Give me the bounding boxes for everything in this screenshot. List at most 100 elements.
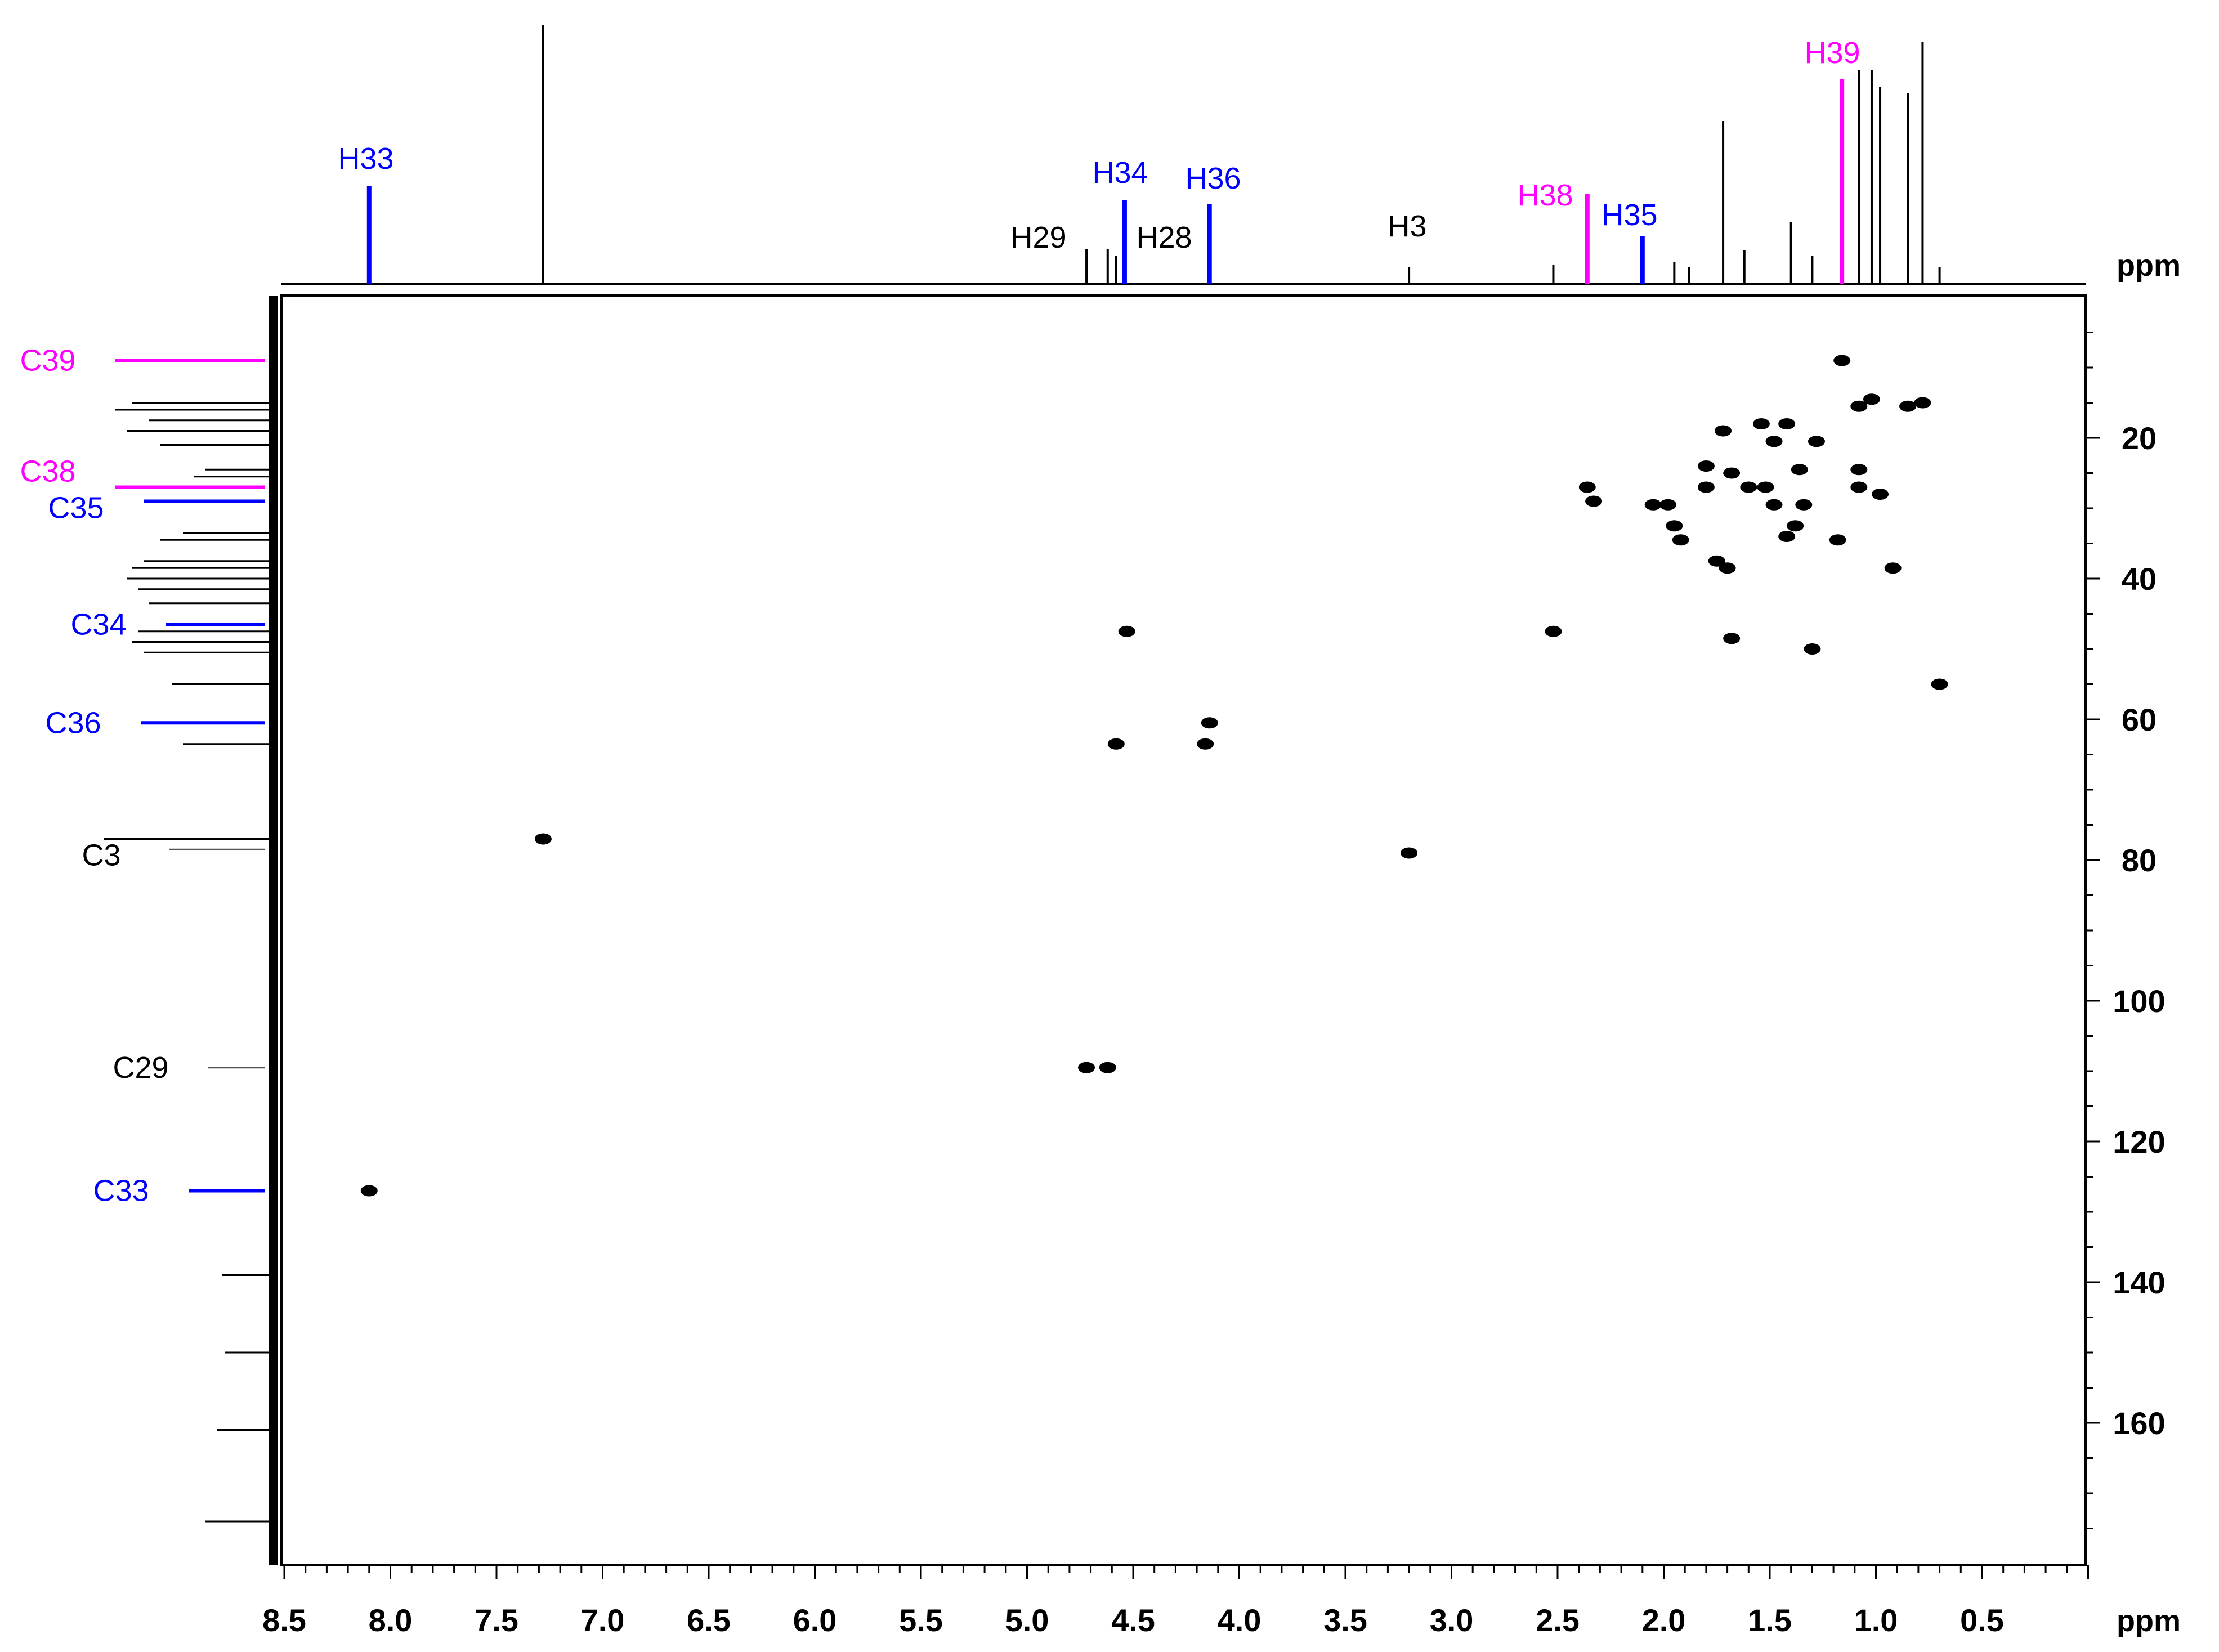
- x-tick-label: 3.5: [1323, 1602, 1367, 1638]
- cross-peak: [1740, 481, 1757, 493]
- y-tick-label: 80: [2122, 843, 2157, 878]
- cross-peak: [1697, 481, 1715, 493]
- x-axis-unit-label: ppm: [2117, 1604, 2181, 1638]
- y-tick-label: 20: [2122, 420, 2157, 456]
- cross-peak: [1808, 436, 1825, 447]
- cross-peak: [1666, 520, 1683, 532]
- cross-peak: [1787, 520, 1804, 532]
- c13-label: C39: [20, 344, 75, 378]
- cross-peak: [1899, 400, 1917, 412]
- x-tick-label: 8.5: [262, 1602, 306, 1638]
- x-tick-label: 2.0: [1642, 1602, 1686, 1638]
- cross-peak: [1719, 562, 1736, 574]
- cross-peak: [1765, 436, 1783, 447]
- cross-peaks: [360, 355, 1948, 1197]
- h1-label: H34: [1092, 156, 1148, 190]
- cross-peak: [1829, 534, 1846, 546]
- cross-peak: [1850, 481, 1868, 493]
- cross-peak: [1201, 717, 1218, 729]
- y-tick-label: 140: [2113, 1265, 2165, 1300]
- cross-peak: [1723, 633, 1741, 644]
- cross-peak: [1197, 738, 1214, 750]
- x-tick-label: 5.5: [899, 1602, 943, 1638]
- c13-label: C35: [48, 491, 104, 525]
- y-tick-label: 60: [2122, 702, 2157, 737]
- cross-peak: [1099, 1062, 1116, 1073]
- cross-peak: [1078, 1062, 1095, 1073]
- cross-peak: [1578, 481, 1596, 493]
- cross-peak: [1585, 495, 1603, 507]
- cross-peak: [1708, 555, 1725, 567]
- x-tick-label: 8.0: [369, 1602, 413, 1638]
- x-axis: 8.5 8.0 7.5 7.0 6.5 6.0 5.5 5.0 4.5 4.0 3.5 3.0 2.5 2…: [262, 1565, 2089, 1638]
- cross-peak: [1778, 531, 1796, 542]
- y-tick-label: 120: [2113, 1124, 2165, 1159]
- h1-label: H33: [338, 142, 393, 176]
- cross-peak: [1795, 499, 1813, 511]
- c13-label: C38: [20, 455, 75, 489]
- cross-peak: [360, 1185, 378, 1197]
- x-tick-label: 1.5: [1748, 1602, 1792, 1638]
- x-tick-label: 0.5: [1960, 1602, 2004, 1638]
- c13-label: C34: [70, 607, 126, 641]
- cross-peak: [1863, 393, 1880, 405]
- y-tick-label: 40: [2122, 561, 2157, 597]
- h1-label: H35: [1601, 198, 1657, 232]
- x-tick-label: 1.0: [1854, 1602, 1898, 1638]
- y-tick-label: 160: [2113, 1405, 2165, 1441]
- top-projection-unit-label: ppm: [2117, 249, 2181, 283]
- cross-peak: [1884, 562, 1902, 574]
- cross-peak: [1791, 464, 1808, 476]
- c13-label: C33: [93, 1174, 149, 1208]
- h1-assignment-labels: H33 H34 H36 H29 H28 H3 H38 H35 H39: [338, 36, 1860, 284]
- x-tick-label: 5.0: [1005, 1602, 1049, 1638]
- y-axis: 20 40 60 80 100 120 140 160: [2086, 332, 2166, 1529]
- x-tick-label: 7.5: [475, 1602, 518, 1638]
- c13-projection-spectrum: [104, 296, 278, 1565]
- c13-label: C36: [45, 706, 101, 740]
- h1-label: H36: [1185, 162, 1241, 195]
- cross-peak: [1850, 464, 1868, 476]
- c13-label: C3: [82, 838, 120, 872]
- h1-projection-spectrum: [281, 25, 2086, 285]
- cross-peak: [1931, 678, 1948, 690]
- h1-label: H38: [1517, 178, 1573, 212]
- h1-label: H3: [1388, 209, 1426, 243]
- cross-peak: [1723, 467, 1741, 479]
- cross-peak: [534, 833, 552, 845]
- cross-peak: [1872, 489, 1889, 500]
- x-tick-label: 3.0: [1430, 1602, 1474, 1638]
- cross-peak: [1545, 625, 1562, 637]
- x-tick-label: 6.5: [687, 1602, 731, 1638]
- x-tick-label: 4.5: [1111, 1602, 1155, 1638]
- cross-peak: [1715, 425, 1732, 437]
- cross-peak: [1757, 481, 1774, 493]
- x-tick-label: 6.0: [793, 1602, 837, 1638]
- cross-peak: [1401, 847, 1418, 859]
- cross-peak: [1697, 460, 1715, 472]
- cross-peak: [1752, 418, 1770, 429]
- cross-peak: [1118, 625, 1135, 637]
- h1-label: H39: [1804, 36, 1860, 70]
- cross-peak: [1672, 534, 1689, 546]
- cross-peak: [1850, 400, 1868, 412]
- cross-peak: [1914, 397, 1931, 409]
- cross-peak: [1833, 355, 1851, 366]
- cross-peak: [1765, 499, 1783, 511]
- cross-peak: [1659, 499, 1677, 511]
- c13-label: C29: [113, 1051, 168, 1085]
- x-tick-label: 4.0: [1218, 1602, 1261, 1638]
- h1-label: H28: [1136, 221, 1192, 254]
- h1-label: H29: [1010, 221, 1066, 254]
- x-tick-label: 7.0: [581, 1602, 625, 1638]
- x-tick-label: 2.5: [1536, 1602, 1580, 1638]
- cross-peak: [1107, 738, 1125, 750]
- cross-peak: [1644, 499, 1662, 511]
- cross-peak: [1778, 418, 1796, 429]
- cross-peak: [1804, 643, 1821, 655]
- y-tick-label: 100: [2113, 983, 2165, 1019]
